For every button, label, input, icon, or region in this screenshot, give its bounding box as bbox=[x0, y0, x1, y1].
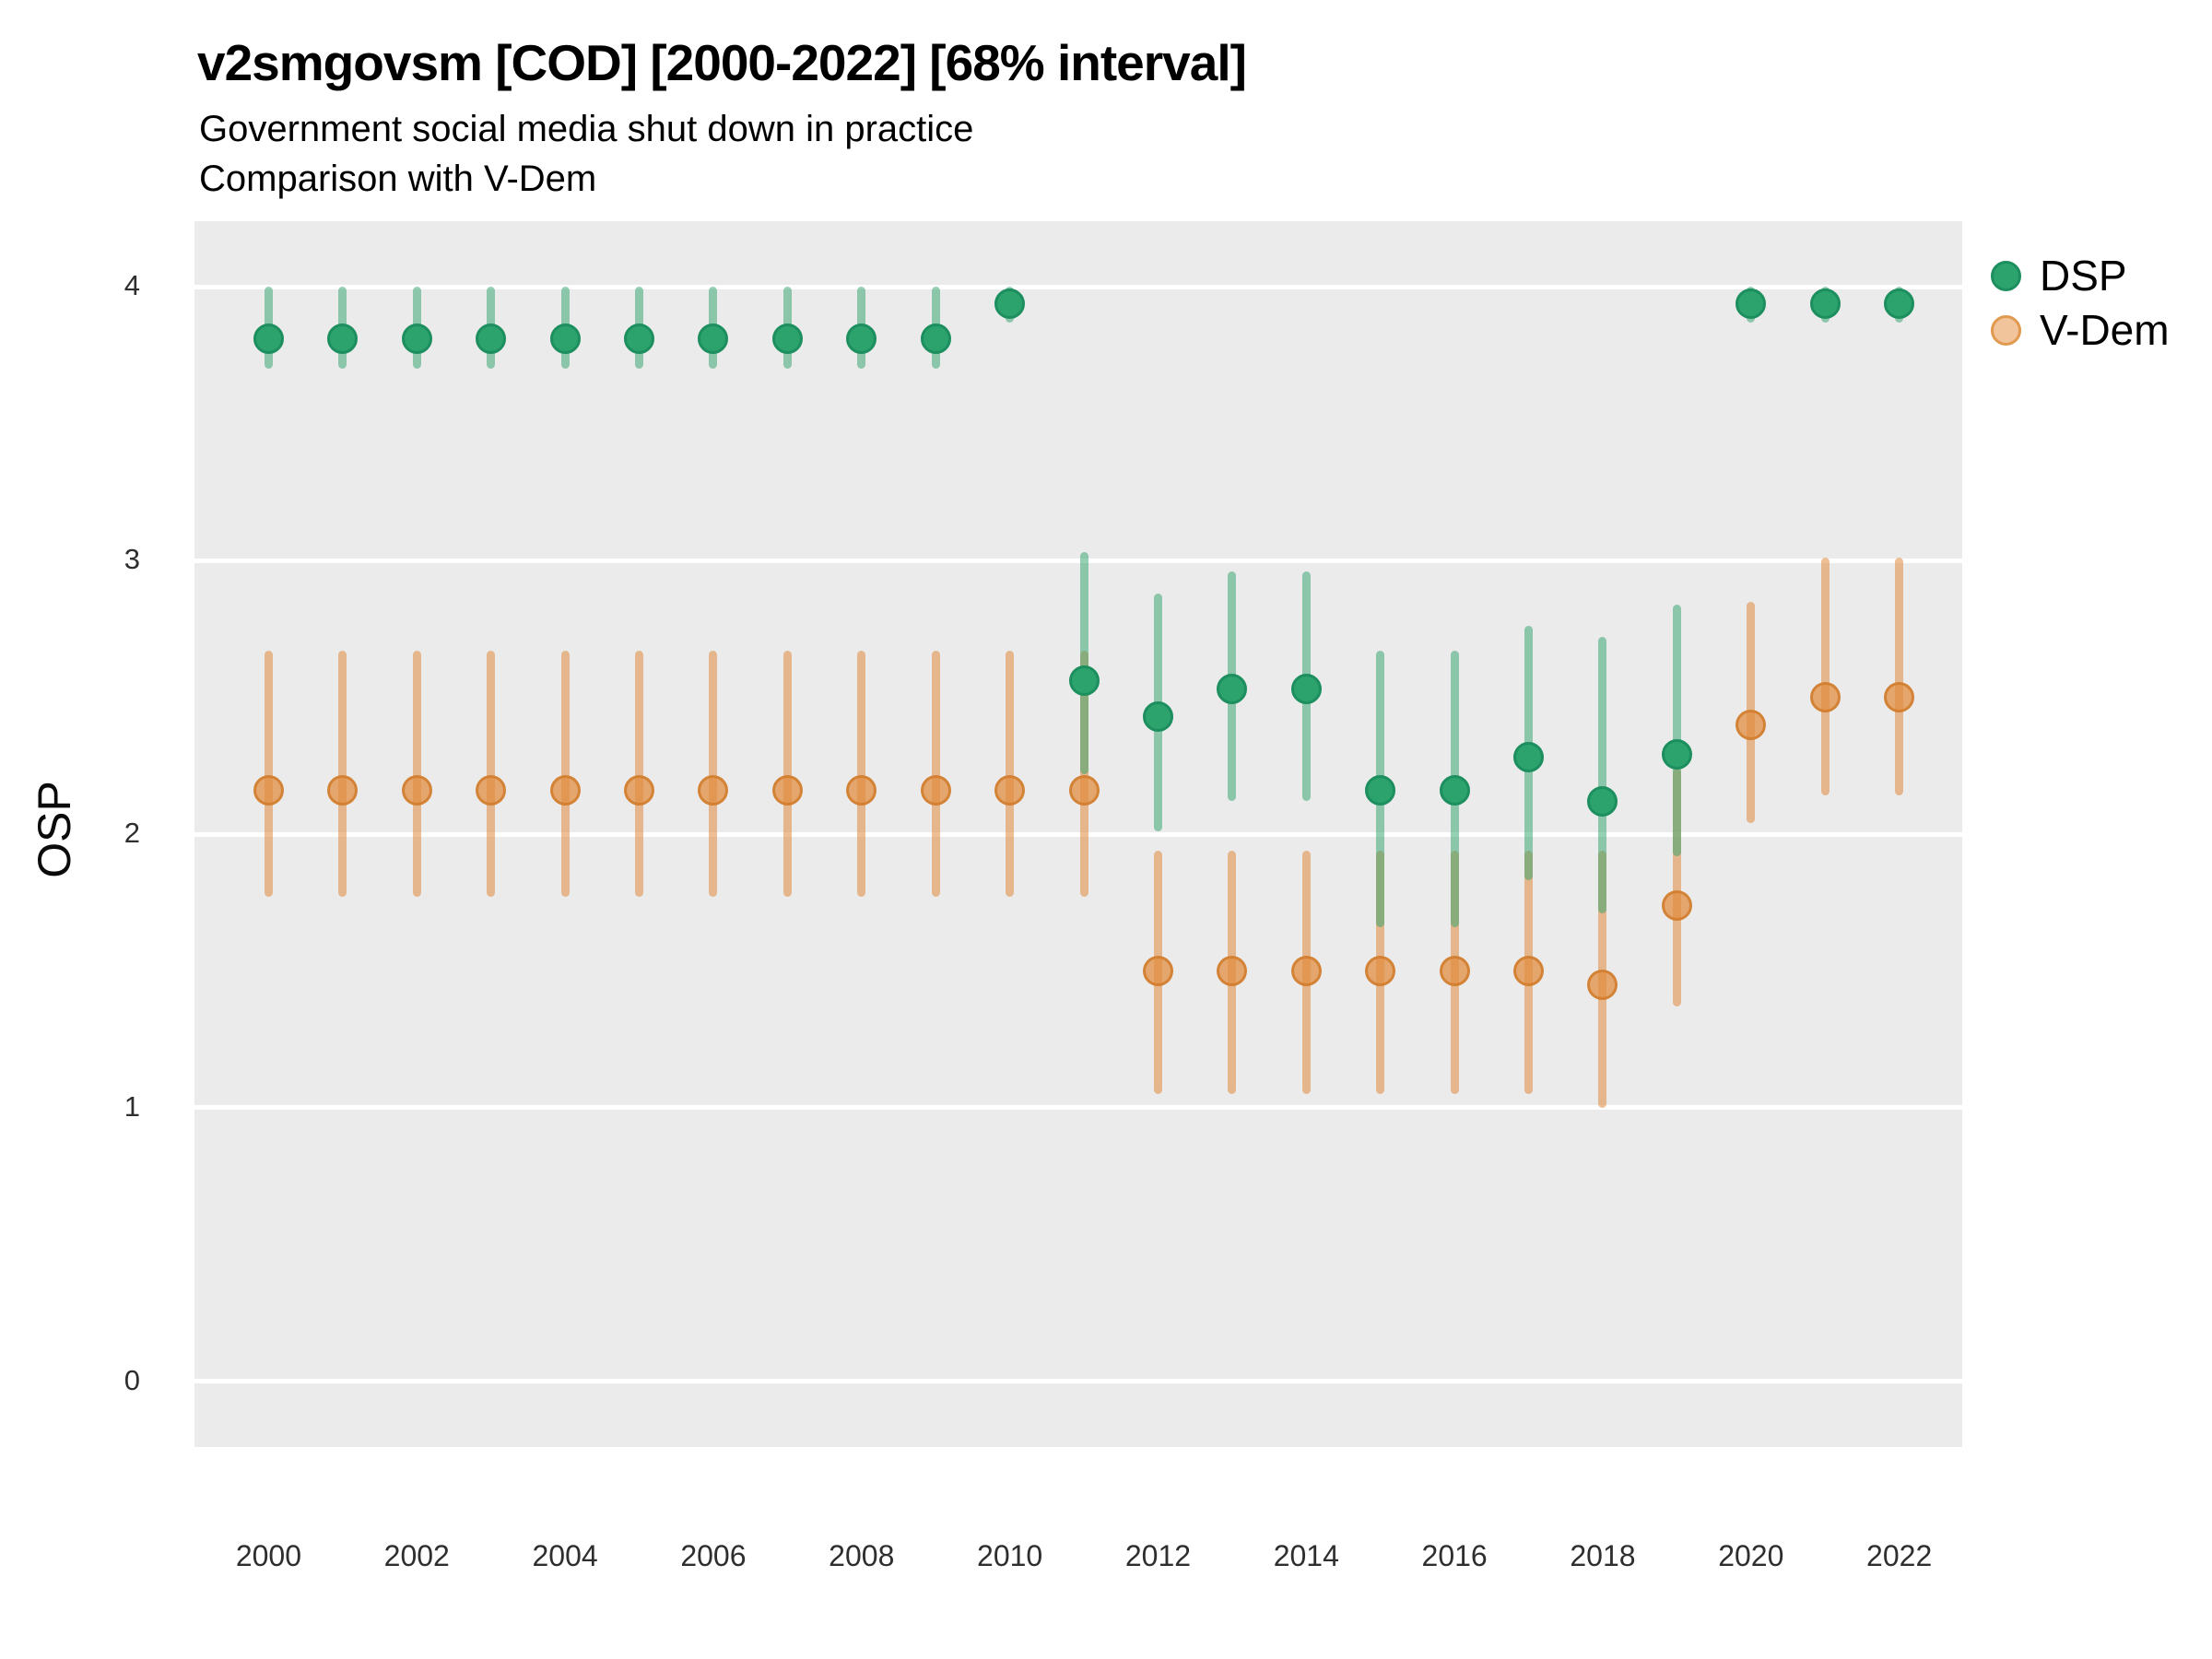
vdem-point-2000 bbox=[253, 775, 284, 806]
gridline-y-0 bbox=[194, 1379, 1962, 1384]
chart-subtitle-line1: Government social media shut down in pra… bbox=[199, 109, 974, 149]
x-tick-label-2020: 2020 bbox=[1718, 1539, 1784, 1572]
dsp-point-2015 bbox=[1365, 775, 1396, 806]
legend-item-vdem: V-Dem bbox=[1991, 302, 2170, 358]
dsp-errorbar-2018 bbox=[1598, 637, 1607, 914]
dsp-point-2007 bbox=[771, 324, 803, 355]
x-tick-label-2010: 2010 bbox=[977, 1539, 1043, 1572]
gridline-y-4 bbox=[194, 284, 1962, 289]
vdem-point-2002 bbox=[401, 775, 432, 806]
vdem-errorbar-2004 bbox=[560, 651, 570, 898]
vdem-point-2007 bbox=[771, 775, 803, 806]
vdem-point-2009 bbox=[920, 775, 951, 806]
vdem-point-2008 bbox=[846, 775, 877, 806]
vdem-point-2019 bbox=[1661, 889, 1692, 921]
y-tick-label-2: 2 bbox=[124, 817, 140, 849]
vdem-point-2001 bbox=[327, 775, 359, 806]
vdem-point-2012 bbox=[1142, 955, 1173, 986]
vdem-errorbar-2021 bbox=[1820, 558, 1830, 796]
y-tick-label-3: 3 bbox=[124, 543, 140, 576]
dsp-point-2017 bbox=[1513, 742, 1545, 773]
x-tick-label-2016: 2016 bbox=[1421, 1539, 1488, 1572]
dsp-point-2019 bbox=[1661, 739, 1692, 771]
y-tick-label-0: 0 bbox=[124, 1363, 140, 1396]
y-tick-label-1: 1 bbox=[124, 1089, 140, 1123]
x-tick-label-2018: 2018 bbox=[1570, 1539, 1636, 1572]
vdem-point-2022 bbox=[1884, 682, 1915, 713]
vdem-point-2014 bbox=[1290, 955, 1322, 986]
dsp-point-2002 bbox=[401, 324, 432, 355]
x-tick-label-2014: 2014 bbox=[1273, 1539, 1339, 1572]
vdem-errorbar-2019 bbox=[1672, 768, 1681, 1007]
vdem-point-2021 bbox=[1809, 682, 1841, 713]
vdem-errorbar-2008 bbox=[857, 651, 866, 898]
dsp-point-2004 bbox=[549, 324, 581, 355]
vdem-errorbar-2009 bbox=[931, 651, 940, 898]
vdem-point-2010 bbox=[994, 775, 1026, 806]
vdem-errorbar-2007 bbox=[782, 651, 792, 898]
x-tick-label-2002: 2002 bbox=[383, 1539, 450, 1572]
dsp-point-2000 bbox=[253, 324, 284, 355]
dsp-point-2013 bbox=[1217, 674, 1248, 705]
dsp-point-2010 bbox=[994, 288, 1026, 319]
vdem-point-2003 bbox=[476, 775, 507, 806]
vdem-point-2018 bbox=[1587, 969, 1618, 1000]
y-tick-label-4: 4 bbox=[124, 269, 140, 302]
vdem-errorbar-2006 bbox=[709, 651, 718, 898]
vdem-errorbar-2022 bbox=[1895, 558, 1904, 796]
gridline-y-2 bbox=[194, 831, 1962, 837]
x-tick-label-2000: 2000 bbox=[235, 1539, 301, 1572]
legend-item-dsp: DSP bbox=[1991, 248, 2127, 303]
dsp-point-2003 bbox=[476, 324, 507, 355]
dsp-point-2014 bbox=[1290, 674, 1322, 705]
dsp-point-2008 bbox=[846, 324, 877, 355]
dsp-point-2018 bbox=[1587, 785, 1618, 817]
legend-label-vdem: V-Dem bbox=[2040, 306, 2170, 354]
vdem-point-2016 bbox=[1439, 955, 1470, 986]
vdem-errorbar-2001 bbox=[338, 651, 347, 898]
vdem-point-2015 bbox=[1365, 955, 1396, 986]
vdem-point-2013 bbox=[1217, 955, 1248, 986]
plot-panel bbox=[194, 221, 1962, 1447]
dsp-point-2012 bbox=[1142, 700, 1173, 732]
x-tick-label-2022: 2022 bbox=[1866, 1539, 1933, 1572]
dsp-point-2009 bbox=[920, 324, 951, 355]
chart-subtitle-line2: Comparison with V-Dem bbox=[199, 159, 597, 199]
vdem-point-2005 bbox=[624, 775, 655, 806]
dsp-errorbar-2011 bbox=[1079, 552, 1088, 774]
legend-label-dsp: DSP bbox=[2040, 252, 2127, 300]
x-tick-label-2004: 2004 bbox=[532, 1539, 598, 1572]
x-tick-label-2006: 2006 bbox=[680, 1539, 747, 1572]
dsp-errorbar-2019 bbox=[1672, 604, 1681, 856]
dsp-point-2005 bbox=[624, 324, 655, 355]
dsp-point-2016 bbox=[1439, 775, 1470, 806]
gridline-y-1 bbox=[194, 1105, 1962, 1111]
dsp-point-2006 bbox=[698, 324, 729, 355]
dsp-legend-swatch-icon bbox=[1991, 260, 2021, 291]
vdem-errorbar-2005 bbox=[635, 651, 644, 898]
vdem-point-2011 bbox=[1068, 775, 1100, 806]
vdem-point-2004 bbox=[549, 775, 581, 806]
dsp-point-2001 bbox=[327, 324, 359, 355]
vdem-errorbar-2003 bbox=[487, 651, 496, 898]
chart-title: v2smgovsm [COD] [2000-2022] [68% interva… bbox=[197, 34, 1247, 91]
vdem-errorbar-2000 bbox=[264, 651, 273, 898]
vdem-point-2006 bbox=[698, 775, 729, 806]
vdem-errorbar-2011 bbox=[1079, 651, 1088, 898]
vdem-point-2017 bbox=[1513, 955, 1545, 986]
vdem-errorbar-2010 bbox=[1006, 651, 1015, 898]
dsp-point-2021 bbox=[1809, 288, 1841, 319]
x-tick-label-2012: 2012 bbox=[1124, 1539, 1192, 1572]
x-tick-label-2008: 2008 bbox=[829, 1539, 895, 1572]
vdem-point-2020 bbox=[1735, 709, 1767, 740]
dsp-point-2011 bbox=[1068, 665, 1100, 697]
gridline-y-3 bbox=[194, 558, 1962, 563]
vdem-legend-swatch-icon bbox=[1991, 314, 2021, 346]
dsp-point-2020 bbox=[1735, 288, 1767, 319]
vdem-errorbar-2002 bbox=[412, 651, 421, 898]
dsp-point-2022 bbox=[1884, 288, 1915, 319]
